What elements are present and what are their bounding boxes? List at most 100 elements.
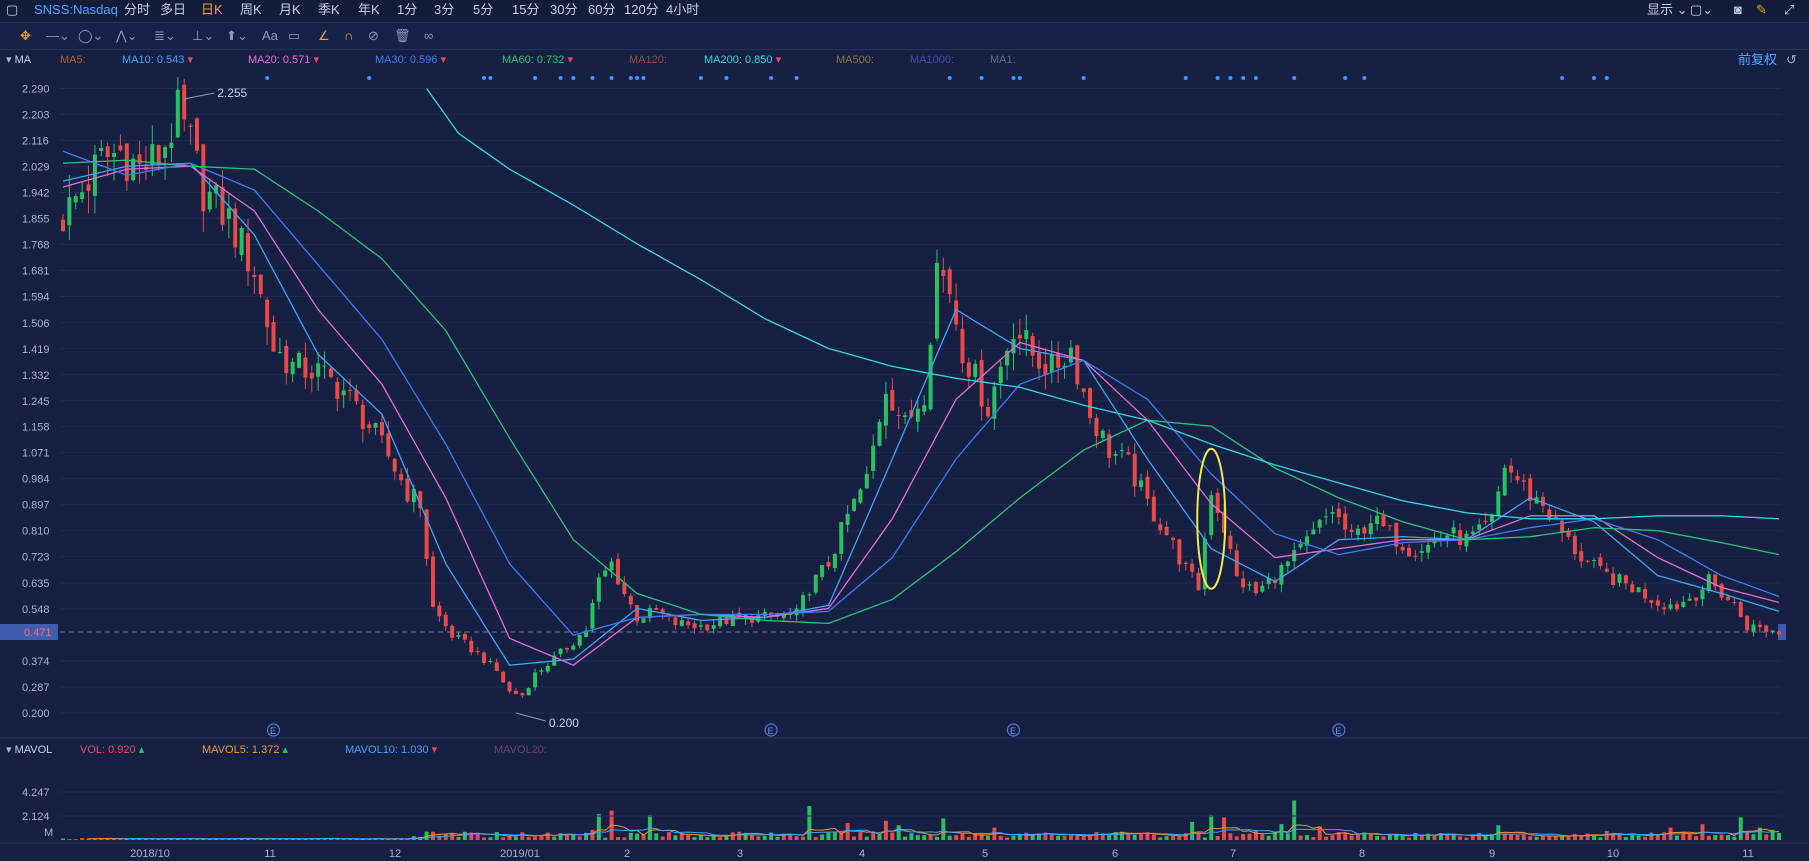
candle-body [871,445,876,472]
volume-bar [424,831,429,840]
event-dot [1011,76,1016,80]
ma-legend-item-8[interactable]: MA1000: [910,51,954,69]
volume-bar [462,831,467,840]
layout-icon[interactable]: ▢⌄ [1690,2,1714,17]
candle-body [667,614,672,616]
candle-body [1579,551,1584,562]
candle-body [335,381,340,399]
vol-legend-item-2[interactable]: MAVOL10: 1.030 ▾ [345,741,437,759]
high-leader [184,92,215,100]
earnings-marker-label[interactable]: E [1010,726,1016,736]
ma-legend-item-1[interactable]: MA10: 0.543 ▾ [122,51,193,69]
volume-bar [673,835,678,840]
period-14[interactable]: 4小时 [666,2,700,17]
delete-drawings-icon[interactable]: 🗑 [394,28,411,43]
magnet-icon[interactable]: ∩ [344,28,354,43]
time-tick: 7 [1230,848,1236,860]
ma-legend-item-3[interactable]: MA30: 0.596 ▾ [375,51,446,69]
vol-legend-item-3[interactable]: MAVOL20: [494,741,547,759]
period-8[interactable]: 3分 [434,2,455,17]
crosshair-icon[interactable]: ✥ [20,28,31,43]
ma-legend-item-5[interactable]: MA120: [629,51,667,69]
mavol-indicator-toggle[interactable]: ▾ MAVOL [6,744,53,756]
candle-body [290,361,295,375]
compare-icon[interactable]: ∞ [424,28,434,43]
period-4[interactable]: 月K [279,2,301,17]
candle-body [1655,600,1660,606]
candle-body [226,208,231,219]
candle-body [903,415,908,417]
volume-bar [564,833,569,840]
camera-icon[interactable]: ◙ [1734,2,1742,17]
period-12[interactable]: 60分 [588,2,616,17]
volume-bar [692,837,697,840]
comment-tool-icon[interactable]: ▭ [288,28,301,43]
candle-body [832,553,837,569]
shape-tool-icon[interactable]: ◯⌄ [78,28,104,43]
candle-body [564,647,569,650]
period-7[interactable]: 1分 [397,2,418,17]
hide-drawings-icon[interactable]: ⊘ [368,28,379,43]
arrow-tool-icon[interactable]: ⬆⌄ [226,28,248,43]
candle-body [1407,547,1412,557]
period-2[interactable]: 日K [201,2,223,17]
time-tick: 9 [1489,848,1495,860]
period-5[interactable]: 季K [318,2,340,17]
ma-legend-item-4[interactable]: MA60: 0.732 ▾ [502,51,573,69]
candle-body [1445,535,1450,540]
line-tool-icon[interactable]: —⌄ [46,28,70,43]
ma-line-ma60 [62,159,1780,625]
volume-bar [1483,835,1488,840]
earnings-marker-label[interactable]: E [1335,726,1341,736]
vol-legend-item-0[interactable]: VOL: 0.920 ▴ [80,741,144,759]
ma-legend-item-2[interactable]: MA20: 0.571 ▾ [248,51,319,69]
reset-icon[interactable]: ↺ [1786,52,1797,67]
earnings-marker-label[interactable]: E [768,726,774,736]
period-0[interactable]: 分时 [124,2,151,17]
period-13[interactable]: 120分 [624,2,659,17]
volume-bar [1260,834,1265,840]
period-10[interactable]: 15分 [512,2,540,17]
fib-tool-icon[interactable]: ≣⌄ [154,28,176,43]
volume-bar [1438,833,1443,840]
ma-legend-item-0[interactable]: MA5: [60,51,86,69]
ma-legend-item-6[interactable]: MA200: 0.850 ▾ [704,51,781,69]
symbol-label[interactable]: SNSS:Nasdaq [34,2,118,17]
ma-legend-item-9[interactable]: MA1: [990,51,1016,69]
candle-body [188,125,193,127]
period-3[interactable]: 周K [240,2,262,17]
period-9[interactable]: 5分 [473,2,494,17]
ma-indicator-toggle[interactable]: ▾ MA [6,54,32,66]
volume-bar [641,834,646,840]
polyline-tool-icon[interactable]: ⋀⌄ [116,28,138,43]
volume-bar [437,835,442,840]
vol-legend-item-1[interactable]: MAVOL5: 1.372 ▴ [202,741,288,759]
adjust-mode-button[interactable]: 前复权 [1738,52,1778,67]
volume-bar [973,833,978,840]
volume-bar [214,838,219,840]
price-tick: 0.548 [22,604,50,616]
candle-body [609,561,614,571]
text-tool-icon[interactable]: Aa [262,28,278,43]
period-1[interactable]: 多日 [160,2,187,17]
volume-bar [284,839,289,840]
draw-pen-icon[interactable]: ✎ [1756,2,1767,17]
sidebar-toggle-icon[interactable]: ▢ [6,2,19,17]
period-11[interactable]: 30分 [550,2,578,17]
candle-body [877,421,882,446]
volume-bar [1502,833,1507,840]
brush-icon[interactable]: ∠ [318,28,330,43]
display-menu[interactable]: 显示 ⌄ [1647,2,1688,17]
ma-legend-item-7[interactable]: MA500: [836,51,874,69]
period-6[interactable]: 年K [358,2,380,17]
fullscreen-icon[interactable]: ⤢ [1784,2,1795,17]
earnings-marker-label[interactable]: E [270,726,276,736]
volume-bar [590,829,595,840]
candle-body [1100,430,1105,438]
candle-body [150,144,155,166]
volume-bar [1298,835,1303,840]
measure-tool-icon[interactable]: ⊥⌄ [192,28,215,43]
volume-bar [584,832,589,840]
candle-body [1451,527,1456,534]
